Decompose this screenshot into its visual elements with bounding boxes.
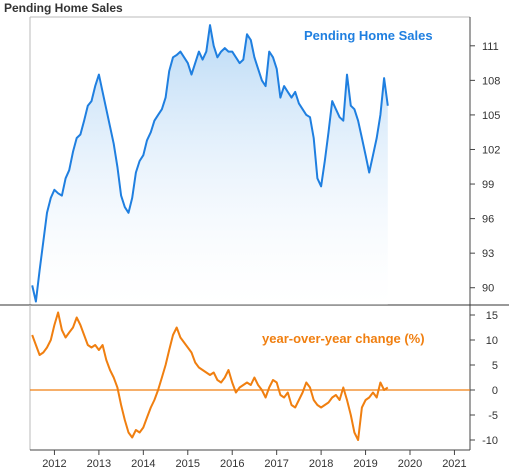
x-tick-label: 2013 [87, 458, 111, 469]
bottom-y-tick-label: 0 [492, 385, 498, 397]
pending-home-sales-series [31, 24, 389, 303]
top-y-tick-label: 105 [482, 110, 500, 122]
x-tick-label: 2016 [220, 458, 244, 469]
yoy-change-series [31, 311, 389, 441]
pending-home-sales-line [31, 24, 389, 303]
chart-title: Pending Home Sales [4, 1, 123, 15]
x-tick-label: 2012 [42, 458, 66, 469]
x-tick-label: 2021 [442, 458, 466, 469]
yoy-change-line [31, 311, 389, 441]
bottom-y-tick-label: -5 [488, 410, 498, 422]
pending-home-sales-area [32, 25, 388, 305]
pending-home-sales-fill [32, 25, 388, 305]
top-y-tick-label: 111 [482, 41, 499, 53]
top-y-tick-label: 93 [482, 248, 494, 260]
pending-home-sales-label: Pending Home Sales [304, 28, 433, 43]
bottom-y-tick-label: 10 [486, 335, 498, 347]
bottom-y-axis: -10 -5 0 5 10 15 [470, 310, 498, 447]
top-y-tick-label: 102 [482, 144, 500, 156]
bottom-y-tick-label: -10 [482, 435, 498, 447]
x-tick-label: 2017 [264, 458, 288, 469]
x-tick-label: 2020 [398, 458, 422, 469]
top-y-tick-label: 99 [482, 179, 494, 191]
x-tick-label: 2018 [309, 458, 333, 469]
top-y-tick-label: 108 [482, 75, 500, 87]
top-y-axis: 90 93 96 99 102 105 108 111 [470, 41, 500, 295]
x-tick-label: 2015 [176, 458, 200, 469]
top-y-tick-label: 96 [482, 214, 494, 226]
top-y-tick-label: 90 [482, 283, 494, 295]
bottom-y-tick-label: 5 [492, 360, 498, 372]
x-tick-label: 2019 [353, 458, 377, 469]
yoy-change-label: year-over-year change (%) [262, 331, 425, 346]
bottom-y-tick-label: 15 [486, 310, 498, 322]
x-tick-label: 2014 [131, 458, 155, 469]
x-axis: 2012 2013 2014 2015 2016 2017 2018 2019 2020 2021 [42, 450, 467, 469]
